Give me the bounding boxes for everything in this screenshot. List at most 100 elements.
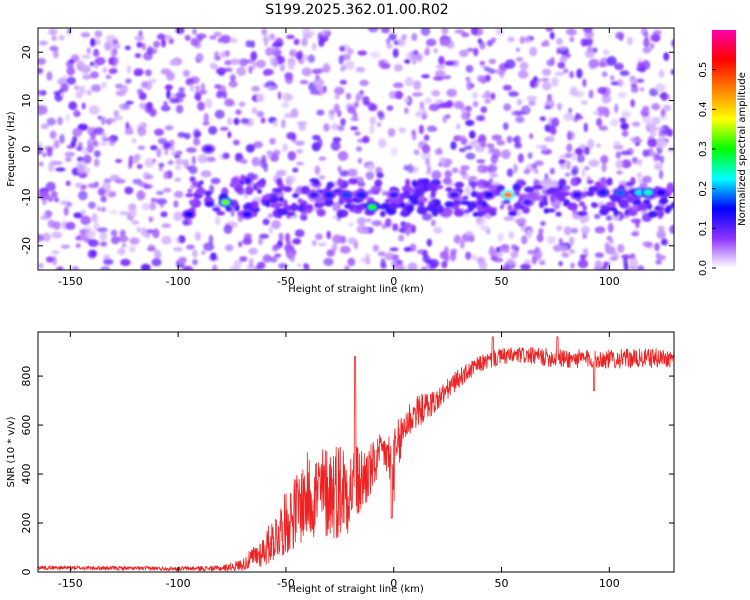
heatmap-band-cell [460, 200, 471, 206]
heatmap-cell [178, 256, 187, 264]
heatmap-cell [621, 110, 631, 118]
heatmap-cell [549, 31, 555, 40]
heatmap-band-cell [277, 208, 288, 216]
heatmap-cell [484, 90, 491, 99]
heatmap-cell [263, 68, 274, 76]
heatmap-hotspot-core [572, 191, 582, 198]
heatmap-cell [381, 28, 390, 34]
heatmap-cell [630, 218, 642, 224]
heatmap-cell [461, 32, 470, 38]
heatmap-cell [87, 201, 96, 209]
heatmap-cell [281, 101, 289, 109]
heatmap-cell [100, 195, 107, 203]
heatmap-band-cell [336, 210, 343, 219]
heatmap-cell [621, 130, 629, 137]
heatmap-cell [157, 138, 168, 145]
heatmap-cell [262, 218, 270, 226]
heatmap-cell [464, 185, 471, 196]
heatmap-cell [256, 93, 265, 103]
heatmap-cell [210, 64, 219, 70]
heatmap-cell [140, 263, 151, 270]
heatmap-cell [632, 159, 643, 164]
heatmap-cell [433, 76, 444, 81]
heatmap-cell [636, 66, 646, 72]
heatmap-cell [222, 152, 230, 160]
heatmap-cell [465, 251, 472, 260]
heatmap-cell [386, 37, 391, 45]
heatmap-cell [579, 254, 587, 260]
heatmap-cell [311, 42, 317, 51]
heatmap-cell [449, 251, 457, 262]
heatmap-cell [87, 183, 99, 189]
heatmap-cell [332, 137, 342, 143]
x-tick-label: 100 [599, 577, 620, 590]
heatmap-cell [148, 78, 157, 84]
heatmap-cell [156, 198, 168, 205]
heatmap-band-cell [379, 205, 389, 210]
heatmap-cell [205, 98, 213, 109]
heatmap-cell [392, 48, 399, 58]
heatmap-band-cell [666, 182, 674, 191]
heatmap-cell [411, 224, 416, 234]
heatmap-cell [218, 71, 225, 77]
heatmap-cell [136, 190, 146, 201]
heatmap-cell [558, 261, 563, 267]
heatmap-cell [411, 33, 418, 42]
heatmap-cell [619, 70, 630, 77]
heatmap-cell [587, 45, 594, 53]
heatmap-cell [434, 70, 446, 78]
heatmap-cell [66, 201, 73, 208]
heatmap-cell [569, 249, 576, 254]
heatmap-cell [441, 28, 449, 35]
heatmap-cell [477, 38, 483, 44]
heatmap-cell [145, 69, 152, 77]
heatmap-cell [141, 81, 148, 89]
heatmap-cell [416, 249, 427, 255]
heatmap-cell [442, 177, 452, 185]
heatmap-cell [446, 88, 458, 98]
heatmap-cell [270, 256, 278, 263]
heatmap-cell [404, 59, 411, 64]
heatmap-band-cell [191, 181, 200, 186]
heatmap-cell [166, 89, 171, 100]
heatmap-cell [487, 164, 498, 174]
heatmap-cell [610, 118, 619, 127]
heatmap-cell [418, 107, 427, 117]
heatmap-hotspot-core [389, 191, 399, 198]
heatmap-band-cell [354, 204, 365, 210]
heatmap-cell [100, 116, 106, 125]
heatmap-cell [491, 134, 502, 141]
heatmap-cell [90, 84, 102, 92]
heatmap-cell [286, 132, 296, 140]
heatmap-cell [40, 90, 47, 96]
heatmap-cell [73, 212, 83, 219]
heatmap-cell [65, 113, 70, 122]
heatmap-cell [576, 153, 585, 163]
heatmap-blobs [38, 28, 674, 270]
heatmap-cell [47, 219, 55, 229]
heatmap-cell [556, 47, 561, 55]
heatmap-cell [100, 206, 107, 213]
heatmap-band-cell [555, 191, 567, 198]
heatmap-cell [480, 106, 488, 114]
heatmap-cell [651, 103, 661, 111]
heatmap-cell [182, 159, 190, 168]
heatmap-cell [472, 100, 479, 108]
heatmap-cell [200, 82, 206, 91]
heatmap-cell [119, 229, 126, 237]
heatmap-cell [339, 45, 346, 52]
heatmap-cell [164, 125, 174, 131]
heatmap-cell [59, 134, 65, 144]
heatmap-cell [51, 250, 60, 255]
x-tick-label: -150 [58, 275, 83, 288]
heatmap-cell [212, 264, 218, 270]
heatmap-cell [651, 116, 661, 125]
heatmap-band-cell [275, 202, 284, 207]
heatmap-cell [581, 167, 586, 178]
heatmap-cell [86, 144, 94, 153]
heatmap-cell [444, 170, 453, 178]
heatmap-hotspot-core [484, 191, 494, 198]
heatmap-cell [38, 161, 44, 167]
heatmap-hotspot-core [615, 189, 625, 196]
heatmap-cell [418, 124, 424, 135]
